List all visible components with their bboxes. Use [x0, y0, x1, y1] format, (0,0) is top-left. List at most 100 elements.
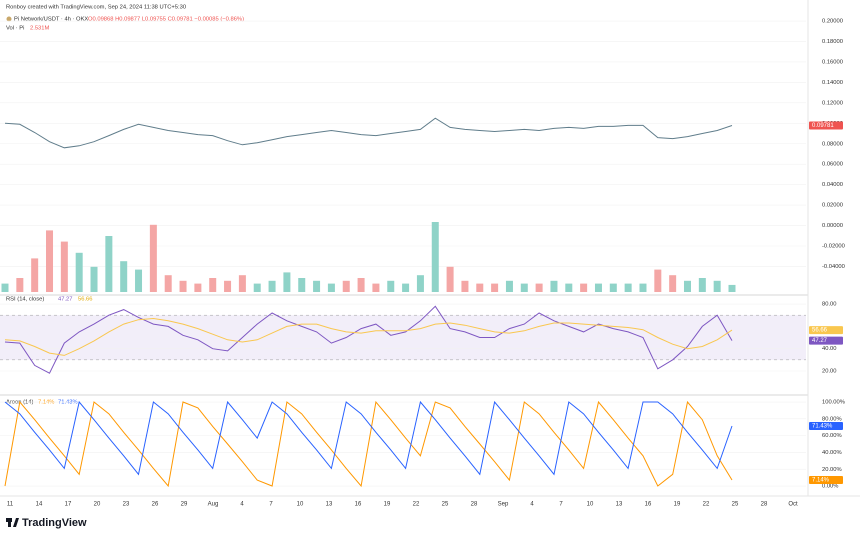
volume-bar	[639, 283, 647, 292]
aroon-down-value: 71.43%	[58, 400, 78, 406]
x-tick-label: 13	[326, 502, 333, 508]
x-tick-label: 10	[297, 502, 304, 508]
volume-bar	[327, 283, 335, 292]
last-value-label-box	[809, 121, 843, 130]
volume-bar	[342, 280, 350, 292]
volume-bar	[461, 280, 469, 292]
y-tick-label: 0.04000	[822, 182, 843, 188]
x-tick-label: 20	[94, 502, 101, 508]
volume-bar	[60, 241, 68, 292]
volume-bar	[520, 283, 528, 292]
x-tick-label: 4	[240, 502, 244, 508]
volume-bar	[446, 266, 454, 292]
volume-bar	[268, 280, 276, 292]
volume-bar	[90, 266, 98, 292]
volume-bar	[31, 258, 39, 292]
volume-bar	[698, 278, 706, 292]
volume-bar	[535, 283, 543, 292]
volume-bar	[224, 280, 232, 292]
volume-bar	[431, 222, 439, 292]
last-value-label: 7.14%	[812, 478, 830, 484]
y-tick-label: 20.00	[822, 369, 837, 375]
volume-bar	[194, 283, 202, 292]
volume-bar	[416, 275, 424, 292]
attribution: Ronboy created with TradingView.com, Sep…	[6, 5, 186, 11]
volume-bar	[164, 275, 172, 292]
series-line	[4, 400, 733, 476]
volume-bar	[491, 283, 499, 292]
x-tick-label: 28	[761, 502, 768, 508]
x-tick-label: 7	[269, 502, 273, 508]
rsi-title: RSI (14, close)	[6, 297, 44, 303]
x-tick-label: 23	[123, 502, 130, 508]
x-tick-label: 22	[703, 502, 710, 508]
logo-part	[8, 518, 11, 527]
y-tick-label: 0.12000	[822, 100, 843, 106]
last-value-label-box	[809, 476, 843, 485]
volume-bar	[594, 283, 602, 292]
x-tick-label: 29	[181, 502, 188, 508]
y-tick-label: -0.04000	[822, 264, 845, 270]
symbol-icon	[6, 16, 12, 22]
volume-bar	[313, 280, 321, 292]
x-tick-label: 16	[645, 502, 652, 508]
volume-bar	[149, 224, 157, 292]
volume-title: Vol · Pi	[6, 26, 24, 32]
volume-bar	[476, 283, 484, 292]
y-tick-label: 0.18000	[822, 39, 843, 45]
x-tick-label: 25	[732, 502, 739, 508]
last-value-label-box	[809, 422, 843, 431]
aroon-up-value: 7.14%	[38, 400, 54, 406]
volume-bar	[1, 283, 9, 292]
volume-bar	[728, 284, 736, 292]
footer-logo	[6, 518, 19, 527]
x-tick-label: Sep	[498, 502, 509, 508]
volume-bar	[46, 230, 54, 292]
volume-bar	[253, 283, 261, 292]
volume-bar	[120, 261, 128, 292]
symbol: Pi Network/USDT · 4h · OKX	[14, 17, 88, 23]
series-line	[4, 117, 733, 149]
rsi-band	[0, 315, 806, 360]
y-tick-label: 0.00000	[822, 223, 843, 229]
ohlc: O0.09868 H0.09877 L0.09755 C0.09781 −0.0…	[88, 17, 244, 23]
rsi-ma-value: 56.66	[78, 297, 93, 303]
volume-bar	[387, 280, 395, 292]
volume-bar	[179, 280, 187, 292]
last-value-label: 56.66	[812, 328, 828, 334]
volume-bar	[238, 275, 246, 292]
y-tick-label: 0.06000	[822, 162, 843, 168]
x-tick-label: Aug	[208, 502, 219, 508]
volume-bar	[669, 275, 677, 292]
x-tick-label: 19	[674, 502, 681, 508]
volume-bar	[713, 280, 721, 292]
volume-bar	[209, 278, 217, 292]
volume-bar	[565, 283, 573, 292]
y-tick-label: 0.16000	[822, 59, 843, 65]
x-tick-label: 7	[559, 502, 563, 508]
x-tick-label: 4	[530, 502, 534, 508]
volume-bar	[580, 283, 588, 292]
last-value-label: 47.27	[812, 338, 828, 344]
volume-bar	[624, 283, 632, 292]
volume-bar	[283, 272, 291, 292]
volume-bar	[105, 236, 113, 292]
x-tick-label: 26	[152, 502, 159, 508]
x-tick-label: 19	[384, 502, 391, 508]
last-value-label: 0.09781	[812, 123, 834, 129]
x-tick-label: 25	[442, 502, 449, 508]
volume-bar	[654, 269, 662, 292]
y-tick-label: 40.00%	[822, 450, 842, 456]
y-tick-label: 20.00%	[822, 467, 842, 473]
y-tick-label: 60.00%	[822, 433, 842, 439]
rsi-value: 47.27	[58, 297, 73, 303]
volume-bar	[683, 280, 691, 292]
logo-part	[13, 518, 19, 527]
x-tick-label: 17	[65, 502, 72, 508]
volume-bar	[135, 269, 143, 292]
x-tick-label: 16	[355, 502, 362, 508]
y-tick-label: 80.00%	[822, 416, 842, 422]
last-value-label-box	[809, 326, 843, 335]
x-tick-label: 22	[413, 502, 420, 508]
